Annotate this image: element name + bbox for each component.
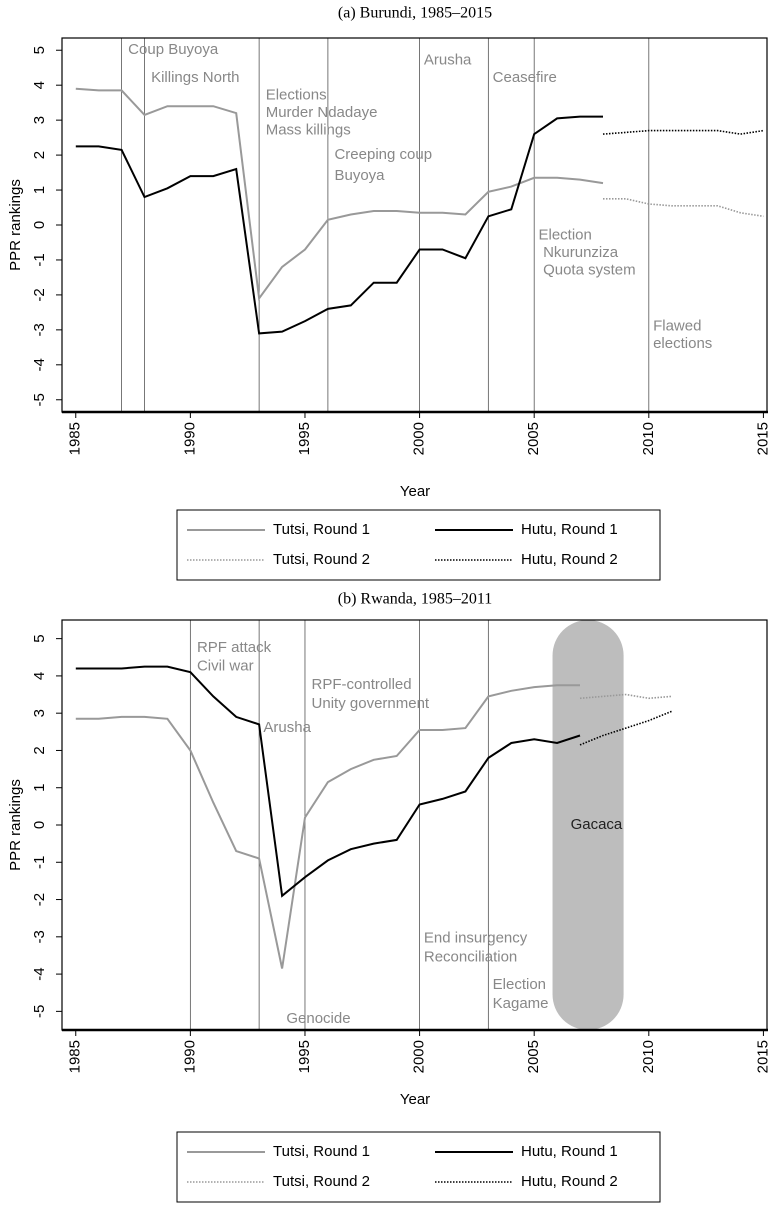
annotation: Unity government <box>312 695 430 712</box>
annotation: Ceasefire <box>493 69 557 86</box>
annotation: Quota system <box>543 261 636 278</box>
legend-label: Tutsi, Round 2 <box>273 551 370 568</box>
annotation: Reconciliation <box>424 948 517 965</box>
y-tick-label: -3 <box>31 323 48 336</box>
y-axis-label: PPR rankings <box>7 179 24 271</box>
y-tick-label: -1 <box>31 856 48 869</box>
x-tick-label: 1995 <box>296 1040 313 1073</box>
annotation: Kagame <box>493 995 549 1012</box>
annotation: Killings North <box>151 69 239 86</box>
annotation: Mass killings <box>266 122 351 139</box>
annotation: Civil war <box>197 658 254 675</box>
plot-frame <box>61 37 768 413</box>
x-axis-label: Year <box>400 483 430 500</box>
annotation: Coup Buyoya <box>128 41 219 58</box>
y-tick-label: 5 <box>31 46 48 54</box>
legend-label: Hutu, Round 2 <box>521 551 618 568</box>
x-tick-label: 2000 <box>411 1040 428 1073</box>
x-tick-label: 1990 <box>181 422 198 455</box>
y-tick-label: -5 <box>31 1005 48 1018</box>
legend-label: Hutu, Round 1 <box>521 1143 618 1160</box>
legend-label: Tutsi, Round 2 <box>273 1173 370 1190</box>
y-tick-label: 2 <box>31 151 48 159</box>
annotation: Buyoya <box>334 167 385 184</box>
annotation: RPF attack <box>197 639 272 656</box>
series-line <box>75 665 581 898</box>
annotation: Election <box>538 226 591 243</box>
y-tick-label: 5 <box>31 634 48 642</box>
series-line <box>579 693 672 700</box>
series-line <box>603 198 764 218</box>
annotation: Creeping coup <box>334 146 432 163</box>
x-tick-label: 1995 <box>296 422 313 455</box>
y-tick-label: 0 <box>31 221 48 229</box>
legend-label: Tutsi, Round 1 <box>273 1143 370 1160</box>
y-tick-label: -5 <box>31 393 48 406</box>
annotation: Elections <box>266 87 327 104</box>
y-tick-label: 3 <box>31 709 48 717</box>
annotation: Arusha <box>424 52 472 69</box>
annotation: Gacaca <box>571 816 623 833</box>
y-tick-label: -1 <box>31 253 48 266</box>
y-axis-label: PPR rankings <box>7 779 24 871</box>
y-tick-label: 1 <box>31 186 48 194</box>
annotation: Genocide <box>286 1010 350 1027</box>
annotation: Arusha <box>263 719 311 736</box>
legend-box <box>176 1131 661 1203</box>
legend-label: Tutsi, Round 1 <box>273 521 370 538</box>
x-tick-label: 2015 <box>754 422 769 455</box>
annotation: Flawed <box>653 317 701 334</box>
y-tick-label: 4 <box>31 672 48 680</box>
chart-title: (a) Burundi, 1985–2015 <box>338 5 492 22</box>
y-tick-label: -3 <box>31 930 48 943</box>
y-tick-label: 4 <box>31 81 48 89</box>
x-tick-label: 2005 <box>525 1040 542 1073</box>
series-line <box>75 684 580 969</box>
highlight-band <box>552 620 624 1030</box>
chart-title: (b) Rwanda, 1985–2011 <box>338 591 493 608</box>
x-tick-label: 2015 <box>754 1040 769 1073</box>
x-tick-label: 2010 <box>640 422 657 455</box>
y-tick-label: -4 <box>31 358 48 371</box>
y-tick-label: -2 <box>31 288 48 301</box>
annotation: elections <box>653 335 712 352</box>
x-tick-label: 2005 <box>525 422 542 455</box>
legend-label: Hutu, Round 1 <box>521 521 618 538</box>
legend-label: Hutu, Round 2 <box>521 1173 618 1190</box>
y-tick-label: 3 <box>31 116 48 124</box>
series-line <box>75 87 604 302</box>
series-line <box>602 129 764 135</box>
x-tick-label: 1985 <box>67 422 84 455</box>
annotation: RPF-controlled <box>312 676 412 693</box>
x-tick-label: 2000 <box>411 422 428 455</box>
x-axis-label: Year <box>400 1091 430 1108</box>
x-tick-label: 1985 <box>67 1040 84 1073</box>
annotation: End insurgency <box>424 930 528 947</box>
legend-box <box>176 509 661 581</box>
series-line <box>579 710 673 746</box>
x-tick-label: 2010 <box>640 1040 657 1073</box>
y-tick-label: 1 <box>31 784 48 792</box>
y-tick-label: 2 <box>31 746 48 754</box>
series-line <box>75 115 603 335</box>
y-tick-label: -4 <box>31 967 48 980</box>
plot-frame <box>61 619 768 1031</box>
x-tick-label: 1990 <box>181 1040 198 1073</box>
annotation: Murder Ndadaye <box>266 104 378 121</box>
y-tick-label: 0 <box>31 821 48 829</box>
y-tick-label: -2 <box>31 893 48 906</box>
annotation: Nkurunziza <box>543 244 619 261</box>
annotation: Election <box>493 976 546 993</box>
